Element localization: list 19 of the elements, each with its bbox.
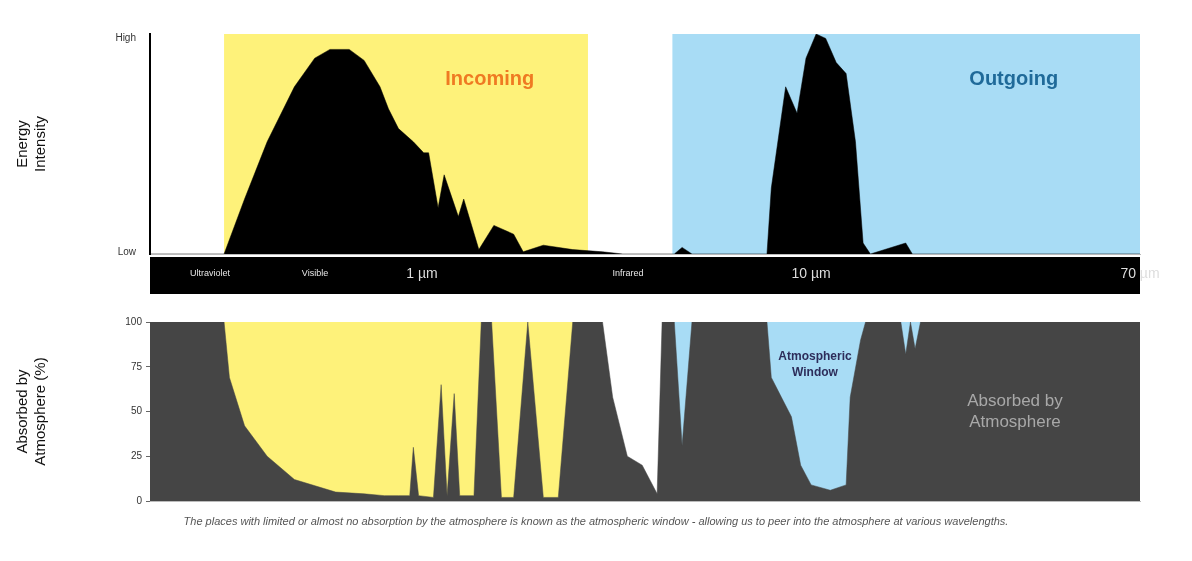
text: Low [117,245,137,257]
text: The places with limited or almost no absorption by the atmosphere is known as the atmospheric window - allowing us to peer into the atmosphere at various wavelengths. [182,514,1010,528]
band-label: Outgoing [969,66,1059,89]
y-tick-label: 0 [136,494,143,506]
band-label: Incoming [445,66,535,89]
text: Ultraviolet [189,268,231,279]
y-axis-title: Energy Intensity [13,115,49,172]
text: Visible [301,268,329,279]
y-axis-title: Absorbed by Atmosphere (%) [13,357,49,466]
y-tick-label: 100 [125,315,143,327]
y-tick-label: 75 [130,360,143,372]
y-tick-label: 50 [130,405,143,417]
annotation: Atmospheric Window [778,349,852,380]
text: High [115,31,136,43]
x-tick-label: 1 µm [406,265,438,282]
text: Infrared [612,268,644,279]
annotation: Absorbed by Atmosphere [967,391,1064,432]
x-tick-label: 10 µm [791,265,831,282]
y-tick-label: 25 [130,450,143,461]
